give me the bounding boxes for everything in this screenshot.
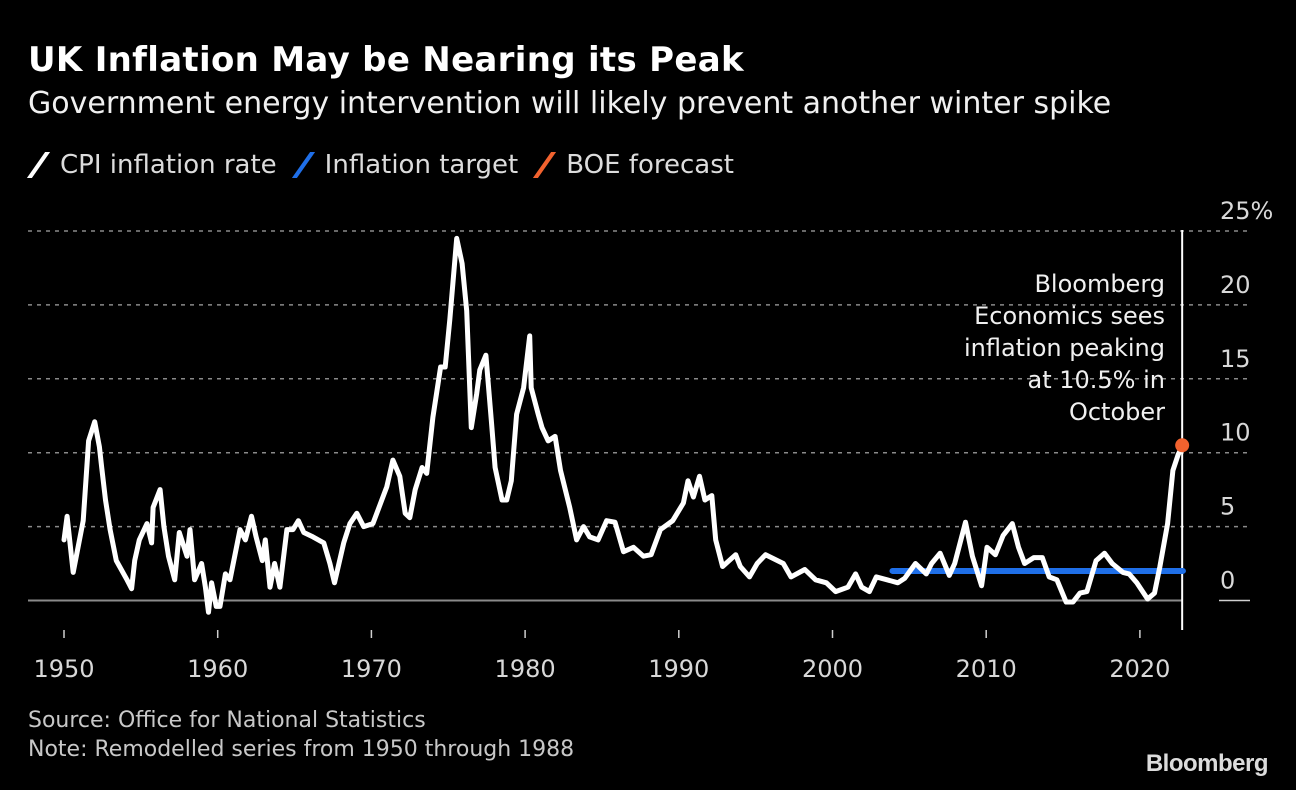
y-tick-label: 15: [1220, 345, 1251, 373]
boe-forecast-point: [1175, 438, 1190, 453]
bloomberg-logo: Bloomberg: [1145, 750, 1269, 777]
cpi-inflation-line: [61, 235, 1183, 615]
y-tick-label: 0: [1220, 567, 1235, 595]
x-tick-label: 1960: [187, 655, 248, 683]
legend-label: Inflation target: [324, 150, 519, 180]
legend-item-target: Inflation target: [291, 150, 519, 180]
y-tick-label: 10: [1220, 419, 1251, 447]
annotation-text-line: inflation peaking: [964, 334, 1165, 362]
chart-subtitle: Government energy intervention will like…: [28, 86, 1112, 121]
annotation-text-line: Economics sees: [974, 302, 1165, 330]
source-text: Source: Office for National Statistics: [28, 708, 426, 733]
chart-title: UK Inflation May be Nearing its Peak: [28, 40, 744, 80]
x-tick-label: 1990: [648, 655, 709, 683]
x-tick-label: 1980: [495, 655, 556, 683]
y-tick-label: 25%: [1220, 197, 1273, 225]
x-tick-label: 1970: [341, 655, 402, 683]
x-tick-label: 2020: [1109, 655, 1170, 683]
annotation-text-line: Bloomberg: [1034, 270, 1165, 298]
legend-item-forecast: BOE forecast: [533, 150, 734, 180]
x-tick-label: 2000: [802, 655, 863, 683]
legend: CPI inflation rate Inflation target BOE …: [26, 150, 750, 180]
legend-label: BOE forecast: [566, 150, 734, 180]
annotation-text-line: October: [1069, 398, 1165, 426]
x-tick-label: 1950: [33, 655, 94, 683]
legend-item-cpi: CPI inflation rate: [26, 150, 277, 180]
y-tick-label: 5: [1220, 493, 1235, 521]
annotation-text-line: at 10.5% in: [1028, 366, 1166, 394]
note-text: Note: Remodelled series from 1950 throug…: [28, 737, 575, 762]
y-tick-label: 20: [1220, 271, 1251, 299]
x-tick-label: 2010: [956, 655, 1017, 683]
legend-label: CPI inflation rate: [60, 150, 277, 180]
